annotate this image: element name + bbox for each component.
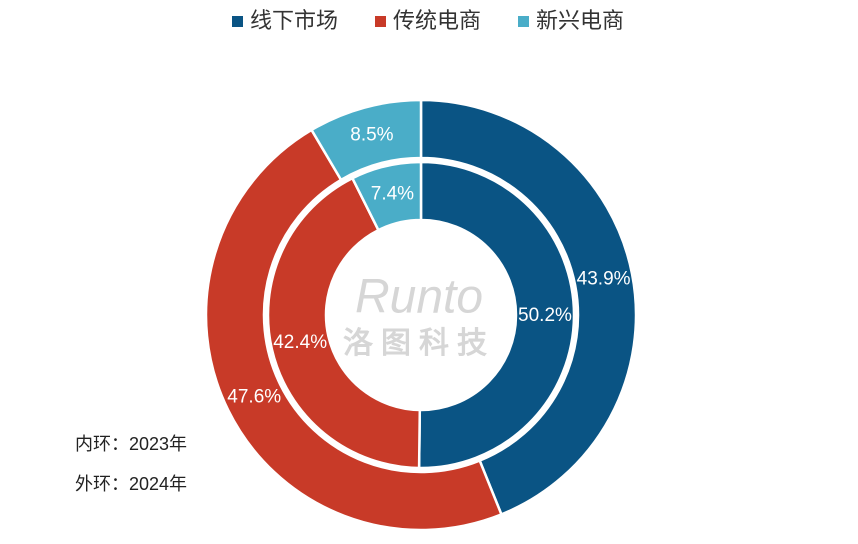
donut-segment: [309, 98, 423, 182]
legend-label: 线下市场: [250, 8, 338, 33]
legend-label: 传统电商: [393, 8, 481, 33]
donut-segment: [350, 160, 423, 232]
data-label: 43.9%: [577, 269, 631, 290]
watermark: Runto: [355, 271, 483, 324]
ring-note: 内环：2023年: [75, 434, 187, 454]
data-label: 7.4%: [371, 183, 414, 204]
watermark: 洛图科技: [343, 327, 495, 360]
data-label: 50.2%: [518, 305, 572, 326]
donut-segment: [417, 160, 576, 470]
ring-note: 外环：2024年: [75, 474, 187, 494]
legend-swatch: [232, 16, 243, 27]
legend-swatch: [375, 16, 386, 27]
data-label: 47.6%: [227, 386, 281, 407]
data-label: 8.5%: [350, 125, 393, 146]
donut-segment: [266, 176, 422, 470]
donut-segment: [204, 128, 504, 532]
data-label: 42.4%: [273, 332, 327, 353]
donut-segment: [419, 98, 638, 517]
legend-label: 新兴电商: [536, 8, 624, 33]
legend-swatch: [518, 16, 529, 27]
